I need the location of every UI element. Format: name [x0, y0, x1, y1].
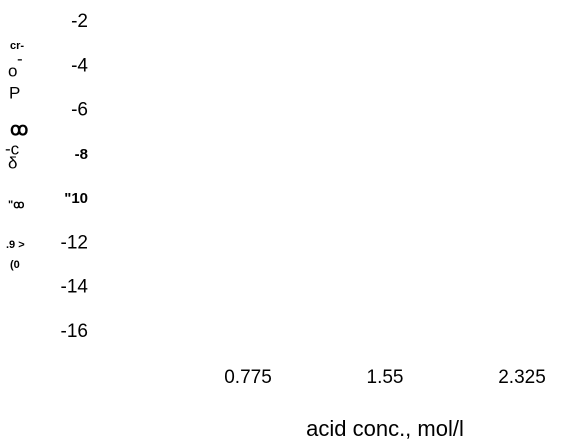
y-tick-label: "10 [64, 190, 88, 207]
y-axis-label-fragment: "ꝏ [8, 199, 24, 211]
y-axis-label-fragment: .9 > [6, 239, 25, 251]
y-tick-label: -12 [61, 232, 88, 253]
y-tick-label: -6 [71, 100, 88, 121]
y-tick-label: -16 [61, 321, 88, 342]
x-axis-label: acid conc., mol/l [306, 416, 464, 439]
y-axis-label-fragment: - [17, 49, 23, 68]
y-tick-label: -4 [71, 55, 88, 76]
y-tick-label: -8 [75, 146, 88, 163]
y-axis-label-fragment: (0 [10, 259, 20, 271]
y-axis-label-fragment: P [9, 83, 20, 102]
x-tick-label: 0.775 [224, 367, 272, 388]
y-axis-label-fragment: δ [8, 153, 17, 172]
y-tick-label: -2 [71, 11, 88, 32]
y-tick-label: -14 [61, 277, 89, 298]
y-axis-label-fragment: ꝏ [10, 119, 28, 139]
y-axis-label-fragment: cr- [10, 40, 24, 52]
x-tick-label: 2.325 [498, 367, 546, 388]
y-axis-label-fragment: -c [5, 139, 20, 158]
y-axis-label-fragment: o [8, 61, 17, 80]
x-tick-label: 1.55 [367, 367, 404, 388]
